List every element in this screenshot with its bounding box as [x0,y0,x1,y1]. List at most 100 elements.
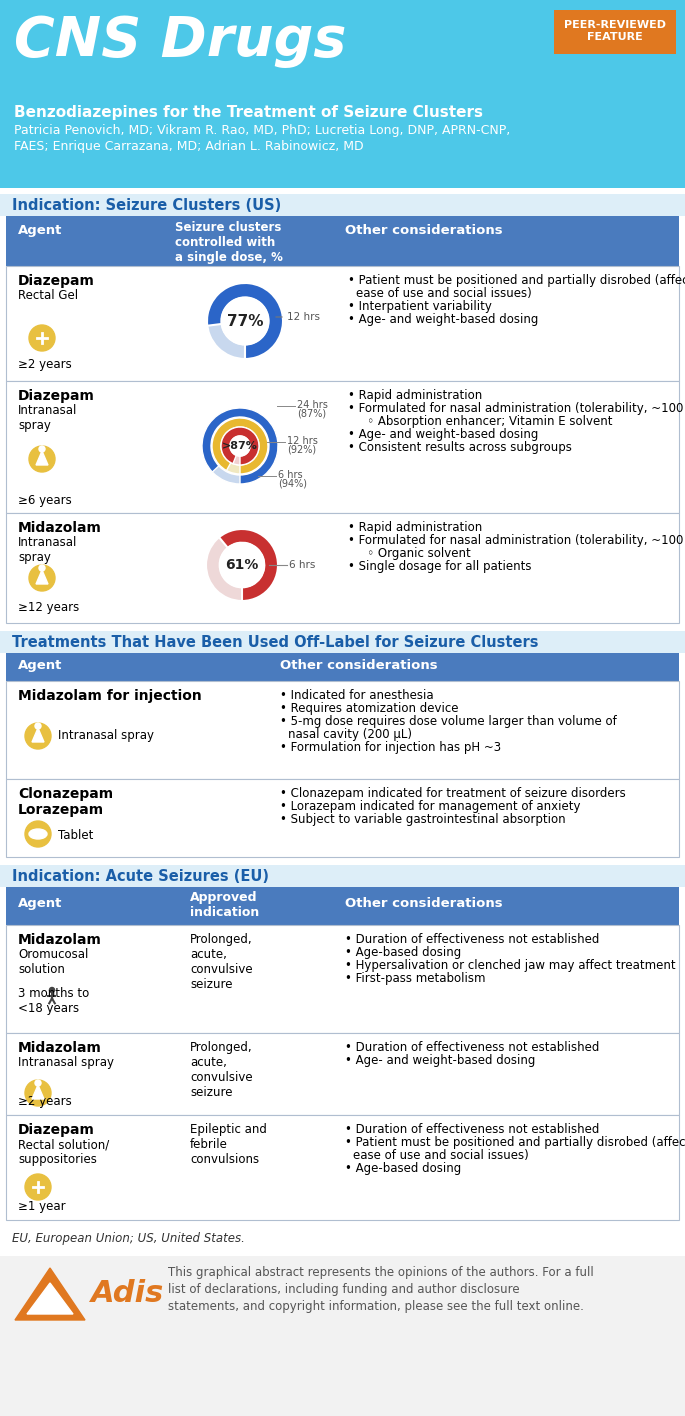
Text: • Hypersalivation or clenched jaw may affect treatment: • Hypersalivation or clenched jaw may af… [345,959,675,971]
Text: • Duration of effectiveness not established: • Duration of effectiveness not establis… [345,1041,599,1054]
Text: Benzodiazepines for the Treatment of Seizure Clusters: Benzodiazepines for the Treatment of Sei… [14,105,483,120]
Text: 77%: 77% [227,313,263,329]
Text: Agent: Agent [18,658,62,673]
Text: Other considerations: Other considerations [280,658,438,673]
Circle shape [220,542,264,588]
Text: • Duration of effectiveness not established: • Duration of effectiveness not establis… [345,933,599,946]
Circle shape [39,446,45,452]
Text: 24 hrs: 24 hrs [297,399,328,411]
Text: EU, European Union; US, United States.: EU, European Union; US, United States. [12,1232,245,1245]
Text: Intranasal spray: Intranasal spray [58,729,154,742]
Text: ◦ Absorption enhancer; Vitamin E solvent: ◦ Absorption enhancer; Vitamin E solvent [356,415,612,428]
Text: • 5-mg dose requires dose volume larger than volume of: • 5-mg dose requires dose volume larger … [280,715,616,728]
Text: Agent: Agent [18,896,62,910]
Circle shape [25,724,51,749]
Text: Other considerations: Other considerations [345,896,503,910]
Text: ≥2 years: ≥2 years [18,1095,72,1107]
Text: ease of use and social issues): ease of use and social issues) [356,287,532,300]
Text: • Age-based dosing: • Age-based dosing [345,946,461,959]
Text: ≥2 years: ≥2 years [18,358,72,371]
Text: Adis: Adis [91,1280,164,1308]
Text: • Age-based dosing: • Age-based dosing [345,1163,461,1175]
Text: Diazepam: Diazepam [18,1123,95,1137]
Text: Intranasal spray: Intranasal spray [18,1056,114,1069]
Text: Midazolam: Midazolam [18,1041,102,1055]
Text: • Patient must be positioned and partially disrobed (affects: • Patient must be positioned and partial… [348,275,685,287]
Polygon shape [15,1267,85,1320]
Wedge shape [202,408,278,484]
Text: Clonazepam
Lorazepam: Clonazepam Lorazepam [18,787,113,817]
Text: Approved
indication: Approved indication [190,891,259,919]
Bar [6,381,679,513]
Bar [0,865,685,886]
Bar [6,217,679,266]
Text: 6 hrs: 6 hrs [289,559,315,571]
Text: • Age- and weight-based dosing: • Age- and weight-based dosing [348,313,538,326]
Text: PEER-REVIEWED
FEATURE: PEER-REVIEWED FEATURE [564,20,666,41]
Text: • Rapid administration: • Rapid administration [348,389,482,402]
Text: 12 hrs: 12 hrs [287,436,318,446]
Circle shape [39,565,45,571]
Ellipse shape [29,828,47,840]
Text: CNS Drugs: CNS Drugs [14,14,347,68]
Text: Treatments That Have Been Used Off-Label for Seizure Clusters: Treatments That Have Been Used Off-Label… [12,634,538,650]
Circle shape [29,565,55,590]
Bar [0,632,685,653]
Text: Rectal Gel: Rectal Gel [18,289,78,302]
Text: Indication: Acute Seizures (EU): Indication: Acute Seizures (EU) [12,869,269,884]
Text: Diazepam: Diazepam [18,275,95,287]
Text: • Indicated for anesthesia: • Indicated for anesthesia [280,690,434,702]
Wedge shape [207,283,283,360]
Text: Prolonged,
acute,
convulsive
seizure: Prolonged, acute, convulsive seizure [190,933,253,991]
Text: (87%): (87%) [297,409,326,419]
Bar [6,925,679,1034]
Text: Rectal solution/
suppositories: Rectal solution/ suppositories [18,1138,109,1165]
Text: • Requires atomization device: • Requires atomization device [280,702,458,715]
Wedge shape [212,418,268,474]
Text: Intranasal
spray: Intranasal spray [18,537,77,564]
Text: • Age- and weight-based dosing: • Age- and weight-based dosing [345,1054,536,1068]
Polygon shape [32,728,44,742]
Wedge shape [202,408,278,484]
Bar [6,779,679,857]
Text: ≥6 years: ≥6 years [18,494,72,507]
Text: 12 hrs: 12 hrs [287,312,320,321]
Polygon shape [32,1085,44,1099]
Circle shape [35,724,41,729]
Text: 6 hrs: 6 hrs [278,470,303,480]
Text: • Duration of effectiveness not established: • Duration of effectiveness not establis… [345,1123,599,1136]
Bar [6,653,679,681]
Wedge shape [221,428,259,464]
Polygon shape [36,452,48,464]
Text: Midazolam: Midazolam [18,521,102,535]
Bar [0,194,685,217]
Text: 61%: 61% [225,558,259,572]
Text: Other considerations: Other considerations [345,224,503,236]
Text: • Single dosage for all patients: • Single dosage for all patients [348,559,532,573]
Text: • Lorazepam indicated for management of anxiety: • Lorazepam indicated for management of … [280,800,580,813]
Wedge shape [207,283,283,360]
Text: ◦ Organic solvent: ◦ Organic solvent [356,547,471,559]
Text: Patricia Penovich, MD; Vikram R. Rao, MD, PhD; Lucretia Long, DNP, APRN-CNP,
FAE: Patricia Penovich, MD; Vikram R. Rao, MD… [14,125,510,153]
Text: • Age- and weight-based dosing: • Age- and weight-based dosing [348,428,538,440]
Bar [6,886,679,925]
Circle shape [35,1080,41,1086]
Text: • Formulated for nasal administration (tolerability, ~100 μL): • Formulated for nasal administration (t… [348,534,685,547]
Wedge shape [212,418,268,474]
Text: Diazepam: Diazepam [18,389,95,404]
Text: (94%): (94%) [278,479,307,489]
Text: (92%): (92%) [287,445,316,455]
Circle shape [25,1174,51,1199]
Bar [6,1034,679,1114]
Text: ≥1 year: ≥1 year [18,1199,66,1214]
Text: >87%: >87% [222,440,258,452]
Text: Indication: Seizure Clusters (US): Indication: Seizure Clusters (US) [12,198,282,212]
Text: Prolonged,
acute,
convulsive
seizure: Prolonged, acute, convulsive seizure [190,1041,253,1099]
Text: Agent: Agent [18,224,62,236]
Text: 3 months to
<18 years: 3 months to <18 years [18,987,89,1015]
Text: • Clonazepam indicated for treatment of seizure disorders: • Clonazepam indicated for treatment of … [280,787,626,800]
Text: This graphical abstract represents the opinions of the authors. For a full
list : This graphical abstract represents the o… [168,1266,594,1313]
Text: • Subject to variable gastrointestinal absorption: • Subject to variable gastrointestinal a… [280,813,566,826]
Wedge shape [219,530,278,600]
Text: ease of use and social issues): ease of use and social issues) [353,1148,529,1163]
